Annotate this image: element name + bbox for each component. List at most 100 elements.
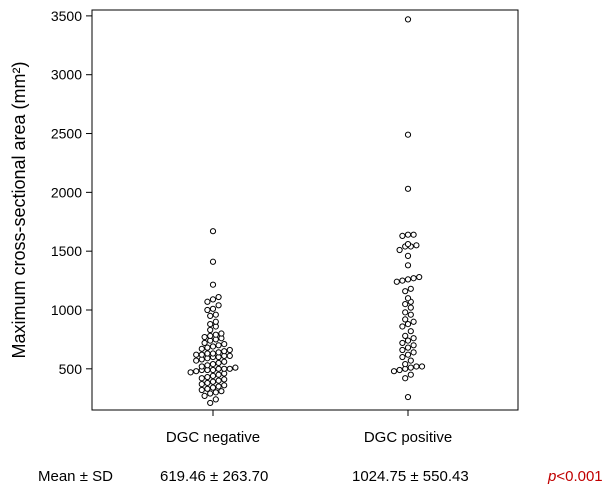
data-point (404, 252, 412, 259)
y-tick-label: 3500 (51, 8, 82, 24)
y-tick-label: 2500 (51, 126, 82, 142)
data-point (201, 333, 208, 341)
data-point (399, 353, 406, 361)
data-point (404, 351, 412, 358)
data-point (201, 339, 208, 347)
summary-row: Mean ± SD 619.46 ± 263.70 1024.75 ± 550.… (0, 468, 613, 490)
data-point (198, 375, 205, 382)
data-point (402, 332, 409, 339)
data-point (207, 399, 214, 407)
data-point (204, 298, 211, 305)
data-point (404, 344, 412, 351)
data-point (396, 366, 403, 374)
data-point (404, 295, 412, 302)
p-value-symbol: p (548, 468, 557, 485)
data-point (404, 276, 412, 283)
data-point (393, 278, 400, 285)
data-point (193, 368, 200, 375)
data-point (407, 364, 414, 371)
data-point (221, 348, 228, 355)
data-point (407, 357, 414, 364)
data-point (204, 306, 211, 314)
data-point (410, 342, 417, 349)
data-point (399, 232, 406, 239)
y-tick-label: 2000 (51, 184, 82, 200)
data-point (204, 373, 211, 381)
data-point (212, 331, 219, 338)
y-axis-label: Maximum cross-sectional area (mm²) (9, 61, 29, 358)
data-point (209, 296, 217, 303)
data-point (402, 375, 409, 382)
scatter-chart: 500 1000 1500 2000 2500 3000 3500 DGC negative… (9, 8, 519, 446)
data-point (212, 389, 219, 396)
data-point (402, 309, 409, 316)
data-point (209, 281, 217, 288)
summary-row-label: Mean ± SD (38, 468, 113, 485)
data-point (410, 231, 417, 238)
data-point (198, 386, 205, 394)
data-point (209, 305, 217, 312)
data-point (207, 326, 214, 334)
data-point (407, 371, 414, 378)
data-point (399, 323, 406, 330)
data-point (407, 285, 414, 292)
plot-frame (91, 9, 519, 411)
data-point (215, 377, 222, 384)
data-point (207, 390, 214, 397)
data-point (215, 302, 222, 309)
data-point (215, 371, 222, 378)
p-value: p<0.001 (548, 468, 603, 485)
data-point (187, 369, 194, 376)
data-point (232, 364, 239, 371)
data-point (209, 228, 217, 235)
data-point (209, 361, 217, 368)
y-tick-label: 1000 (51, 302, 82, 318)
data-point (410, 335, 417, 342)
data-point (410, 318, 417, 325)
data-point (212, 311, 219, 318)
data-point (209, 258, 217, 265)
data-point (399, 346, 406, 354)
data-point (407, 328, 414, 335)
data-point (198, 351, 205, 358)
data-point (209, 378, 217, 385)
data-point (404, 185, 412, 192)
data-point (410, 275, 417, 282)
data-point (226, 365, 233, 372)
data-point (221, 382, 228, 389)
data-point (215, 365, 222, 372)
dgc-negative-stat: 619.46 ± 263.70 (160, 468, 269, 485)
data-point (193, 351, 200, 358)
data-point (399, 277, 406, 284)
y-tick-label: 1500 (51, 243, 82, 259)
data-point (201, 392, 208, 399)
data-point (416, 273, 423, 281)
data-point (390, 368, 398, 375)
data-point (209, 384, 217, 391)
data-point (204, 385, 211, 392)
y-axis: 500 1000 1500 2000 2500 3000 3500 (51, 8, 92, 377)
data-point (418, 363, 426, 370)
data-point (407, 311, 414, 318)
x-tick-label: DGC negative (166, 429, 260, 446)
data-point (207, 321, 214, 328)
data-point (204, 379, 211, 387)
data-point (198, 345, 205, 352)
data-point (413, 363, 420, 370)
data-point (402, 288, 409, 295)
data-point (209, 366, 217, 374)
data-point (404, 231, 412, 238)
data-point (404, 321, 412, 328)
data-point (198, 381, 205, 388)
data-point (209, 343, 217, 350)
data-point (198, 363, 205, 370)
x-axis: DGC negative DGC positive (166, 410, 452, 446)
data-point (402, 316, 409, 323)
data-point (218, 330, 225, 337)
data-point (404, 131, 412, 138)
data-point (212, 396, 219, 403)
y-tick-label: 500 (59, 361, 83, 377)
x-tick-label: DGC positive (364, 429, 452, 446)
data-point (209, 372, 217, 379)
data-point (212, 318, 219, 325)
